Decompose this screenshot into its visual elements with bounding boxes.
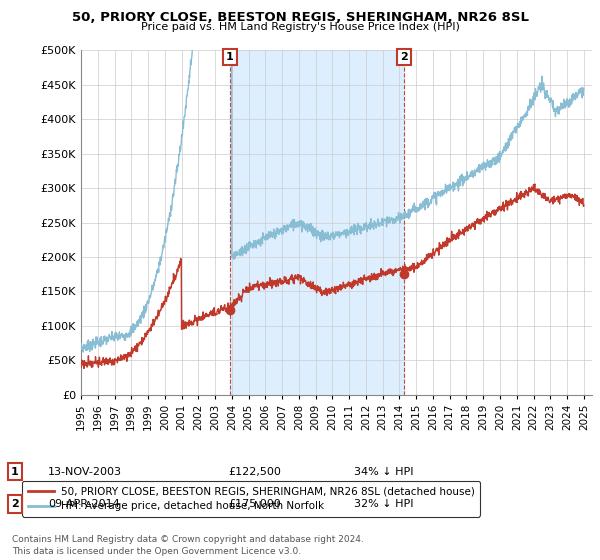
Text: 34% ↓ HPI: 34% ↓ HPI	[354, 466, 413, 477]
Text: 32% ↓ HPI: 32% ↓ HPI	[354, 499, 413, 509]
Text: 1: 1	[11, 466, 19, 477]
Bar	[230, 50, 404, 395]
Text: £175,000: £175,000	[228, 499, 281, 509]
Text: 2: 2	[11, 499, 19, 509]
Text: 09-APR-2014: 09-APR-2014	[48, 499, 120, 509]
Text: Price paid vs. HM Land Registry's House Price Index (HPI): Price paid vs. HM Land Registry's House …	[140, 22, 460, 32]
Text: 13-NOV-2003: 13-NOV-2003	[48, 466, 122, 477]
Text: 1: 1	[226, 52, 233, 62]
Legend: 50, PRIORY CLOSE, BEESTON REGIS, SHERINGHAM, NR26 8SL (detached house), HPI: Ave: 50, PRIORY CLOSE, BEESTON REGIS, SHERING…	[22, 481, 480, 516]
Text: £122,500: £122,500	[228, 466, 281, 477]
Text: 2: 2	[400, 52, 408, 62]
Text: 50, PRIORY CLOSE, BEESTON REGIS, SHERINGHAM, NR26 8SL: 50, PRIORY CLOSE, BEESTON REGIS, SHERING…	[71, 11, 529, 24]
Text: Contains HM Land Registry data © Crown copyright and database right 2024.
This d: Contains HM Land Registry data © Crown c…	[12, 535, 364, 556]
